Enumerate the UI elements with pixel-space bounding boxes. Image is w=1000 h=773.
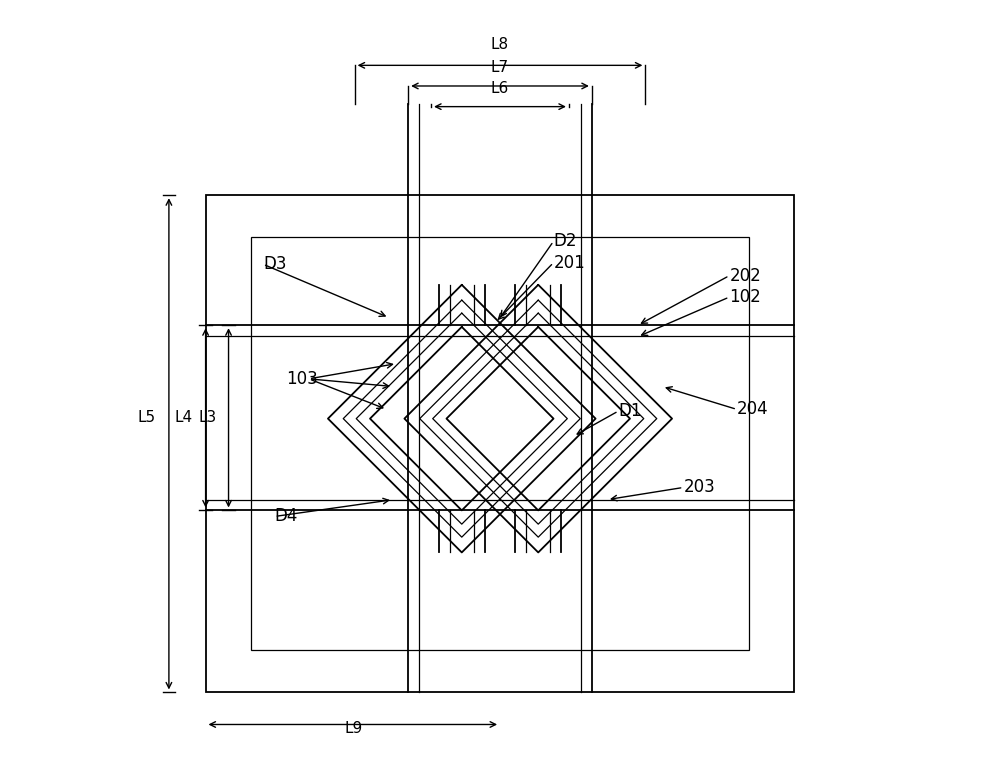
Text: L7: L7: [491, 60, 509, 74]
Text: L3: L3: [199, 410, 217, 424]
Text: 102: 102: [729, 288, 761, 306]
Bar: [206, 196, 794, 693]
Text: 203: 203: [684, 478, 715, 496]
Text: D3: D3: [263, 255, 286, 273]
Text: 103: 103: [286, 369, 318, 388]
Text: 204: 204: [737, 400, 769, 418]
Text: 201: 201: [554, 254, 585, 271]
Text: D1: D1: [619, 402, 642, 420]
Text: D4: D4: [274, 508, 298, 526]
Text: L9: L9: [344, 721, 362, 736]
Text: 202: 202: [729, 267, 761, 284]
Text: L8: L8: [491, 36, 509, 52]
Text: D2: D2: [554, 232, 577, 250]
Text: L5: L5: [138, 410, 156, 424]
Bar: [251, 237, 749, 650]
Text: L4: L4: [174, 410, 193, 424]
Text: L6: L6: [491, 81, 509, 96]
